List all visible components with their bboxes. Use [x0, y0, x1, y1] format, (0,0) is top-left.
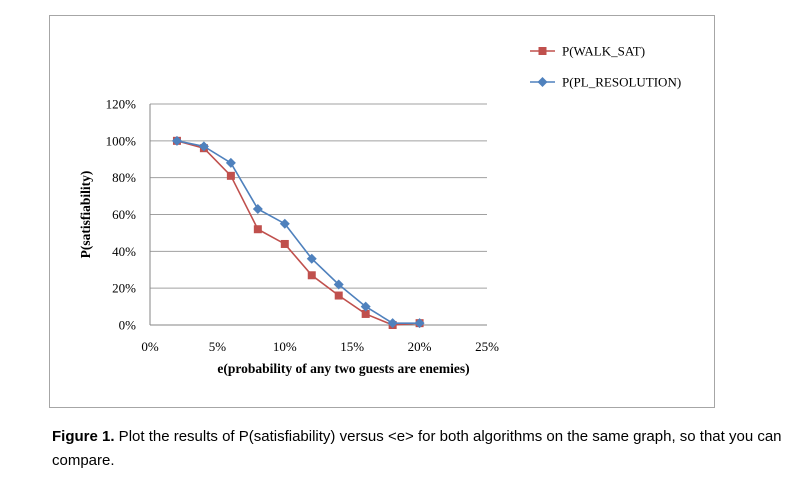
- x-axis-label: e(probability of any two guests are enem…: [217, 361, 469, 376]
- x-tick-label-4: 20%: [408, 339, 432, 354]
- legend: P(WALK_SAT) P(PL_RESOLUTION): [530, 44, 681, 90]
- point-0-5: [307, 271, 316, 280]
- point-1-8: [387, 318, 398, 329]
- y-tick-label-5: 100%: [106, 133, 137, 148]
- y-tick-label-0: 0%: [119, 318, 137, 333]
- point-0-7: [361, 309, 370, 318]
- legend-label-0: P(WALK_SAT): [562, 44, 645, 59]
- series-1: [171, 135, 425, 329]
- series-line-0: [176, 140, 420, 326]
- line-chart: 0%20%40%60%80%100%120% 0% 5% 10% 15% 20% 25% …: [78, 44, 681, 377]
- y-axis-label: P(satisfiability): [78, 171, 93, 259]
- data-series: [171, 135, 425, 329]
- point-1-9: [414, 318, 425, 329]
- point-0-6: [334, 291, 343, 300]
- x-tick-label-3: 15%: [340, 339, 364, 354]
- caption-label: Figure 1.: [52, 428, 115, 445]
- chart-frame: 0% 20% 40% 60% 80% 100% 120% 0% 5% 10% 15% 20% 25% …: [49, 15, 715, 408]
- point-1-5: [306, 253, 317, 264]
- point-1-3: [252, 203, 263, 214]
- legend-label-1: P(PL_RESOLUTION): [562, 75, 681, 90]
- y-tick-label-1: 20%: [112, 281, 136, 296]
- grid-lines: [149, 103, 487, 326]
- point-1-7: [360, 301, 371, 312]
- x-tick-label-5: 25%: [475, 339, 499, 354]
- y-tick-label-3: 60%: [112, 207, 136, 222]
- y-tick-label-2: 40%: [112, 244, 136, 259]
- point-1-6: [333, 279, 344, 290]
- figure-caption: Figure 1. Plot the results of P(satisfia…: [52, 425, 782, 473]
- point-1-1: [198, 141, 209, 152]
- point-1-4: [279, 218, 290, 229]
- x-axis-ticks: 0% 5% 10% 15% 20% 25%: [141, 339, 499, 354]
- x-tick-label-2: 10%: [273, 339, 297, 354]
- x-tick-label-0: 0%: [141, 339, 159, 354]
- point-1-2: [225, 157, 236, 168]
- caption-text: Plot the results of P(satisfiability) ve…: [52, 428, 782, 469]
- series-0: [172, 136, 424, 329]
- legend-marker-1: [537, 77, 548, 87]
- point-0-4: [280, 239, 289, 248]
- y-tick-label-4: 80%: [112, 170, 136, 185]
- y-tick-label-6: 120%: [106, 97, 137, 112]
- series-line-1: [176, 140, 420, 324]
- point-0-2: [226, 171, 235, 180]
- y-axis-ticks: 0% 20% 40% 60% 80% 100% 120%: [106, 97, 137, 333]
- x-tick-label-1: 5%: [209, 339, 227, 354]
- point-0-3: [253, 225, 262, 234]
- point-1-0: [171, 135, 182, 146]
- legend-marker-0: [538, 47, 547, 55]
